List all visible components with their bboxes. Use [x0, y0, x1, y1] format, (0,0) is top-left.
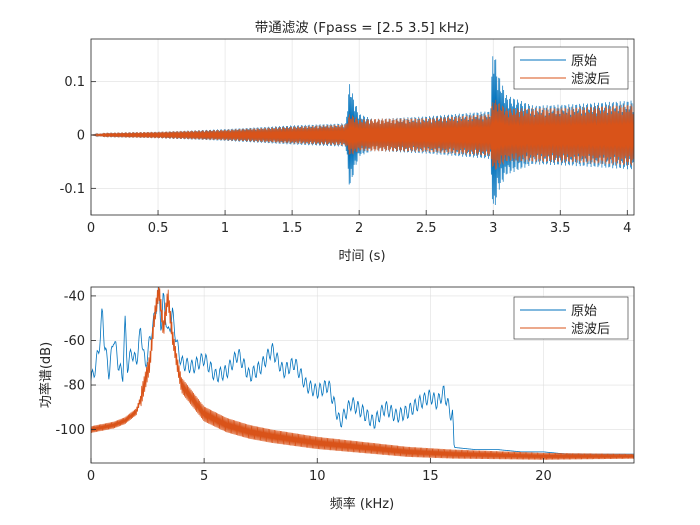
plot-area	[91, 56, 634, 206]
legend-label-filtered: 滤波后	[571, 72, 610, 87]
x-tick-label: 0	[87, 221, 95, 236]
x-tick-label: 1	[221, 221, 229, 236]
time-domain-axes: 0 0.5 1 1.5 2 2.5 3 3.5 4 -0.1 0 0.1 带通滤波 (Fpass = …	[60, 20, 635, 264]
y-tick-label: 0.1	[64, 75, 85, 90]
x-tick-label: 0.5	[148, 221, 169, 236]
legend: 原始 滤波后	[513, 296, 629, 340]
y-tick-label: -0.1	[60, 182, 85, 197]
x-tick-label: 5	[200, 469, 208, 484]
x-tick-label: 2.5	[416, 221, 437, 236]
y-tick-label: -80	[64, 379, 85, 394]
legend-label-original: 原始	[571, 304, 597, 319]
x-tick-label: 15	[422, 469, 439, 484]
plot-area	[91, 287, 634, 460]
legend: 原始 滤波后	[513, 46, 629, 90]
y-tick-label: -100	[55, 423, 85, 438]
x-tick-label: 10	[309, 469, 326, 484]
series-line-original	[91, 287, 634, 455]
x-tick-label: 3	[489, 221, 497, 236]
y-tick-label: 0	[77, 129, 85, 144]
series-line-filtered	[91, 99, 634, 170]
x-axis-label: 频率 (kHz)	[330, 496, 394, 512]
tick-labels: 0 5 10 15 20 -100 -80 -60 -40	[55, 289, 551, 484]
x-tick-label: 4	[623, 221, 631, 236]
x-axis-label: 时间 (s)	[338, 249, 385, 264]
y-tick-label: -40	[64, 289, 85, 304]
y-tick-label: -60	[64, 334, 85, 349]
series-line-filtered	[91, 287, 634, 460]
x-tick-label: 20	[535, 469, 552, 484]
x-tick-label: 1.5	[282, 221, 303, 236]
chart-title: 带通滤波 (Fpass = [2.5 3.5] kHz)	[255, 20, 470, 36]
legend-label-filtered: 滤波后	[571, 322, 610, 337]
y-axis-label: 功率谱(dB)	[38, 342, 54, 408]
spectrum-axes: 0 5 10 15 20 -100 -80 -60 -40 频率 (kHz) 功率谱(dB) 原…	[38, 286, 635, 512]
tick-labels: 0 0.5 1 1.5 2 2.5 3 3.5 4 -0.1 0 0.1	[60, 75, 632, 236]
legend-label-original: 原始	[571, 54, 597, 69]
x-tick-label: 0	[87, 469, 95, 484]
x-tick-label: 3.5	[550, 221, 571, 236]
grid-lines	[90, 287, 634, 463]
x-tick-label: 2	[355, 221, 363, 236]
